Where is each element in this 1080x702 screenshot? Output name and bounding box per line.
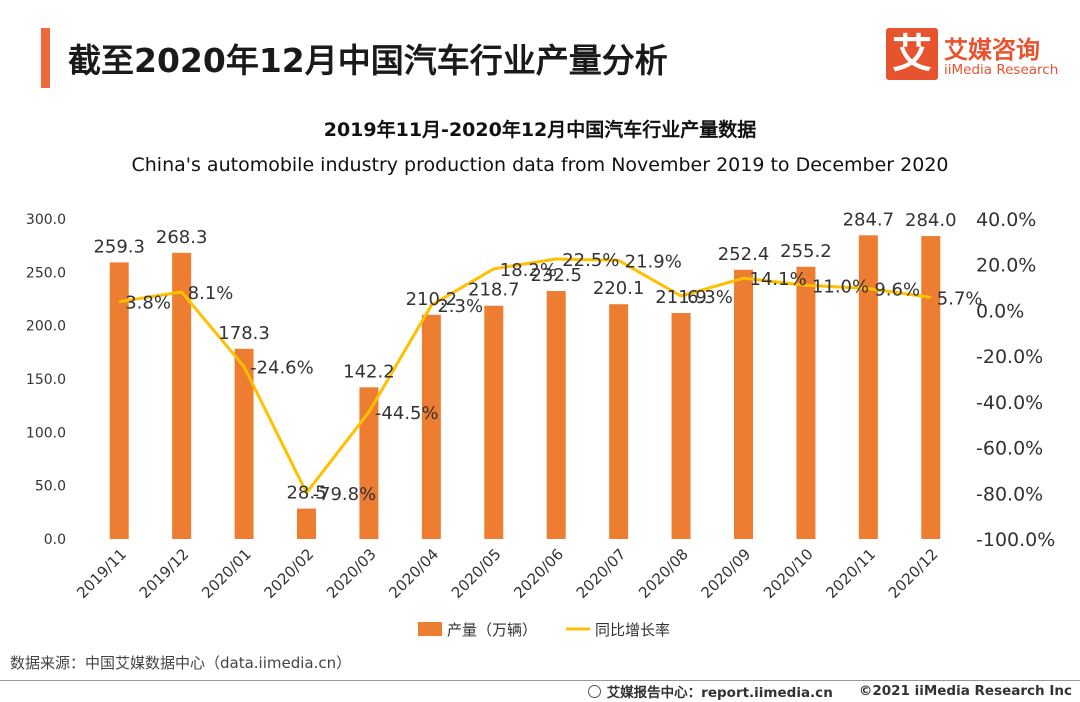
globe-icon [587,684,601,698]
right-axis-tick-label: -20.0% [976,346,1043,368]
bar-2020/07 [609,304,629,539]
x-tick-label: 2020/02 [261,545,318,602]
logo-name-en: iiMedia Research [944,62,1059,78]
bar-value-label: 232.5 [530,265,582,286]
left-axis-tick-label: 0.0 [44,532,66,548]
line-value-label: 5.7% [937,288,983,309]
x-tick-label: 2020/09 [698,545,755,602]
x-tick-label: 2019/11 [73,545,130,602]
x-tick-label: 2020/01 [198,545,255,602]
left-axis-tick-label: 150.0 [26,372,66,388]
line-value-label: 9.6% [874,279,920,300]
left-axis-tick-label: 200.0 [26,319,66,335]
bar-2020/04 [421,314,441,539]
x-tick-label: 2020/10 [760,545,817,602]
bar-value-label: 211.9 [655,287,707,308]
right-axis: -100.0% -80.0% -60.0% -40.0% -20.0% 0.0% 20.0%… [976,209,1055,551]
bar-series [109,235,941,540]
footer-copyright: ©2021 iiMedia Research Inc [858,683,1072,699]
bar-value-label: 28.5 [286,483,326,504]
x-tick-label: 2020/04 [385,545,442,602]
left-axis-tick-label: 100.0 [26,425,66,441]
line-value-label: 21.9% [625,251,682,272]
chart-title: 2019年11月-2020年12月中国汽车行业产量数据 [323,119,757,141]
bar-2020/12 [921,236,941,540]
footer-divider [0,680,1080,681]
data-source-note: 数据来源：中国艾媒数据中心（data.iimedia.cn） [10,654,352,672]
x-tick-label: 2020/12 [885,545,942,602]
bar-value-label: 255.2 [780,241,832,262]
line-value-label: 2.3% [437,296,483,317]
growth-rate-line [118,257,932,495]
left-axis-tick-label: 50.0 [35,479,66,495]
line-value-label: 22.5% [562,250,619,271]
bar-2020/08 [671,312,691,539]
logo-mark-icon: 艾 [886,28,938,80]
left-axis-tick-label: 250.0 [26,265,66,281]
x-tick-label: 2020/06 [510,545,567,602]
line-value-label: -79.8% [313,484,377,505]
bar-2020/05 [484,305,504,539]
legend-bar-label: 产量（万辆） [447,621,537,639]
right-axis-tick-label: -60.0% [976,438,1043,460]
bar-value-label: 259.3 [93,236,145,257]
line-series [118,257,932,495]
page-title: 截至2020年12月中国汽车行业产量分析 [68,41,668,80]
footer-site-link[interactable]: 艾媒报告中心：report.iimedia.cn [606,685,833,701]
bar-value-label: 268.3 [156,227,208,248]
x-tick-label: 2020/08 [635,545,692,602]
bar-2019/12 [172,252,192,539]
legend-line-label: 同比增长率 [595,621,670,639]
x-tick-label: 2020/03 [323,545,380,602]
line-value-label: -44.5% [375,403,439,424]
chart-subtitle: China's automobile industry production d… [131,154,949,176]
bar-value-label: 142.2 [343,361,395,382]
bar-value-label: 220.1 [593,278,645,299]
bar-2020/02 [297,508,316,539]
bar-value-label: 210.2 [406,289,458,310]
x-tick-label: 2020/11 [822,545,879,602]
bar-2020/01 [234,348,254,539]
bar-value-label: 218.7 [468,280,520,301]
bar-2020/09 [734,269,753,539]
right-axis-tick-label: -100.0% [976,529,1055,551]
x-axis-labels: 2019/11 2019/12 2020/01 2020/02 2020/03 2020/… [73,545,941,602]
logo-name-cn: 艾媒咨询 [944,36,1040,64]
line-value-label: 11.0% [812,276,869,297]
right-axis-tick-label: -80.0% [976,483,1043,505]
right-axis-tick-label: -40.0% [976,392,1043,414]
title-accent-bar [41,28,50,88]
right-axis-tick-label: 20.0% [976,255,1036,277]
line-value-label: 14.1% [750,269,807,290]
bar-2020/10 [796,266,816,539]
bar-2020/03 [359,387,379,539]
left-axis: 0.0 50.0 100.0 150.0 200.0 250.0 300.0 [26,212,66,548]
bar-value-label: 252.4 [718,244,770,265]
bar-value-label: 284.0 [905,210,957,231]
bar-2020/06 [546,291,566,539]
bar-value-label: 284.7 [843,209,895,230]
x-tick-label: 2020/05 [448,545,505,602]
x-tick-label: 2020/07 [573,545,630,602]
line-value-label: -24.6% [250,358,314,379]
right-axis-tick-label: 40.0% [976,209,1036,231]
footer: 艾媒报告中心：report.iimedia.cn ©2021 iiMedia R… [587,681,1072,701]
bar-2019/11 [109,262,129,539]
bar-value-label: 178.3 [218,323,270,344]
chart-legend: 产量（万辆） 同比增长率 [418,621,670,639]
line-value-label: 8.1% [188,283,234,304]
line-value-label: 3.8% [125,293,171,314]
bar-2020/11 [858,235,878,539]
legend-bar-swatch [418,622,442,636]
x-tick-label: 2019/12 [136,545,193,602]
brand-logo: 艾 艾媒咨询 iiMedia Research [886,28,1059,84]
right-axis-tick-label: 0.0% [976,300,1024,322]
line-value-label: 6.3% [687,287,733,308]
line-value-labels: 3.8% 8.1% -24.6% -79.8% -44.5% 2.3% 18.2% 22.5%… [125,250,982,505]
left-axis-tick-label: 300.0 [26,212,66,228]
line-value-label: 18.2% [500,260,557,281]
